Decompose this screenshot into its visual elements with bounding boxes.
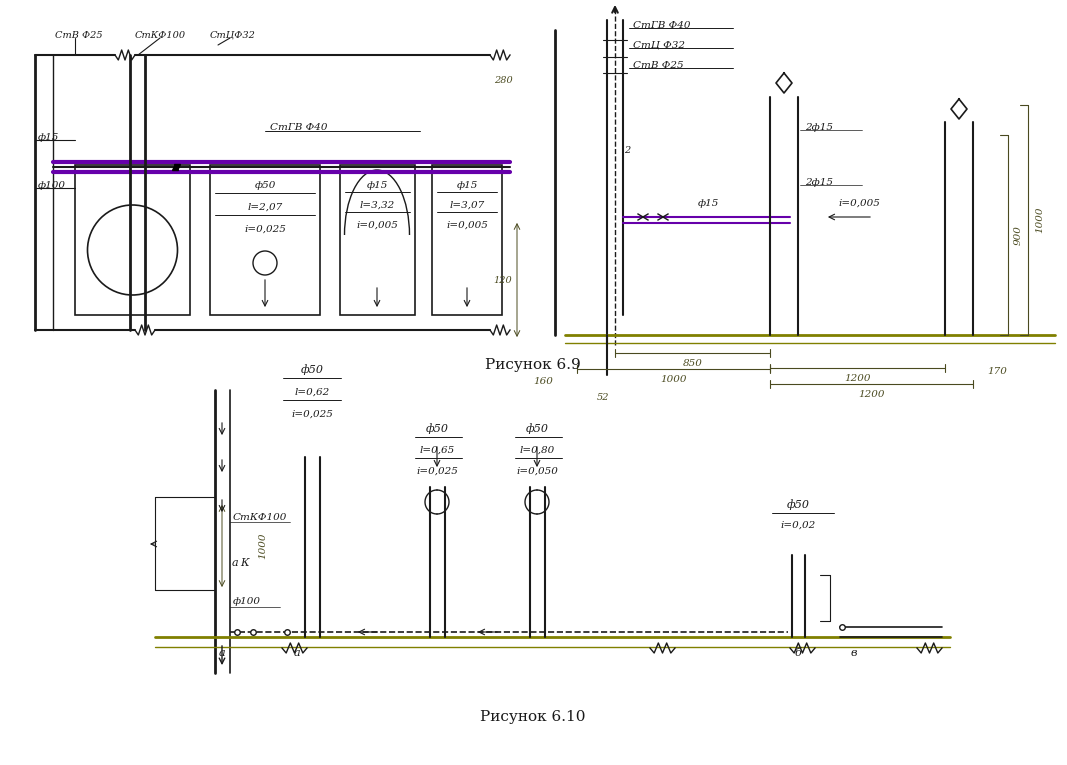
Text: 1000: 1000: [258, 532, 268, 559]
Text: 2ф15: 2ф15: [805, 122, 833, 132]
Text: СтКФ100: СтКФ100: [233, 513, 287, 522]
Text: l=0,62: l=0,62: [294, 388, 330, 396]
Text: СтВ Ф25: СтВ Ф25: [55, 31, 102, 40]
Text: СтКФ100: СтКФ100: [136, 31, 186, 40]
Bar: [210, 165, 320, 315]
Text: i=0,025: i=0,025: [244, 224, 286, 233]
Text: l=3,07: l=3,07: [449, 200, 484, 210]
Text: i=0,02: i=0,02: [780, 520, 815, 529]
Text: 280: 280: [494, 76, 512, 84]
Text: а: а: [293, 648, 300, 658]
Text: i=0,005: i=0,005: [356, 220, 398, 230]
Text: 1000: 1000: [660, 375, 687, 383]
Bar: [75, 165, 190, 315]
Text: i=0,005: i=0,005: [446, 220, 488, 230]
Text: l=0,65: l=0,65: [419, 445, 455, 454]
Text: 1000: 1000: [1035, 207, 1045, 233]
Text: i=0,025: i=0,025: [291, 409, 333, 418]
Text: 900: 900: [1014, 225, 1022, 245]
Bar: [432, 165, 501, 315]
Text: i=0,025: i=0,025: [416, 467, 458, 476]
Text: Рисунок 6.10: Рисунок 6.10: [480, 710, 586, 724]
Text: ф15: ф15: [457, 181, 478, 190]
Text: СтГВ Ф40: СтГВ Ф40: [633, 21, 690, 30]
Text: i=0,050: i=0,050: [516, 467, 558, 476]
Text: в: в: [850, 648, 857, 658]
Text: 850: 850: [683, 359, 702, 367]
Text: l=2,07: l=2,07: [248, 203, 283, 211]
Text: ф15: ф15: [698, 198, 719, 207]
Text: 1200: 1200: [858, 389, 885, 399]
Text: 170: 170: [987, 366, 1007, 376]
Text: СтВ Ф25: СтВ Ф25: [633, 60, 684, 70]
Text: а: а: [219, 648, 225, 658]
Text: К: К: [240, 558, 249, 568]
Text: l=0,80: l=0,80: [520, 445, 555, 454]
Text: ф100: ф100: [233, 597, 261, 607]
Text: ф50: ф50: [526, 424, 548, 435]
Text: ф50: ф50: [786, 500, 810, 510]
Text: СтЦФ32: СтЦФ32: [210, 31, 256, 40]
Text: i=0,005: i=0,005: [838, 198, 880, 207]
Text: СтЦ Ф32: СтЦ Ф32: [633, 41, 685, 50]
Text: ф100: ф100: [38, 181, 66, 190]
Text: 160: 160: [534, 376, 553, 386]
Text: СтГВ Ф40: СтГВ Ф40: [270, 122, 328, 132]
Text: 52: 52: [596, 392, 609, 402]
Text: Рисунок 6.9: Рисунок 6.9: [485, 358, 580, 372]
Text: а: а: [232, 558, 238, 568]
Text: ф15: ф15: [366, 181, 387, 190]
Text: l=3,32: l=3,32: [360, 200, 395, 210]
Text: 2ф15: 2ф15: [805, 177, 833, 187]
Text: 120: 120: [494, 275, 512, 285]
Text: 2: 2: [624, 145, 631, 155]
Text: ф50: ф50: [426, 424, 448, 435]
Text: ф50: ф50: [301, 365, 323, 376]
Text: ф50: ф50: [254, 181, 275, 190]
Text: 1200: 1200: [844, 373, 871, 382]
Text: ф15: ф15: [38, 132, 60, 142]
Bar: [340, 165, 415, 315]
Text: б: б: [795, 648, 801, 658]
